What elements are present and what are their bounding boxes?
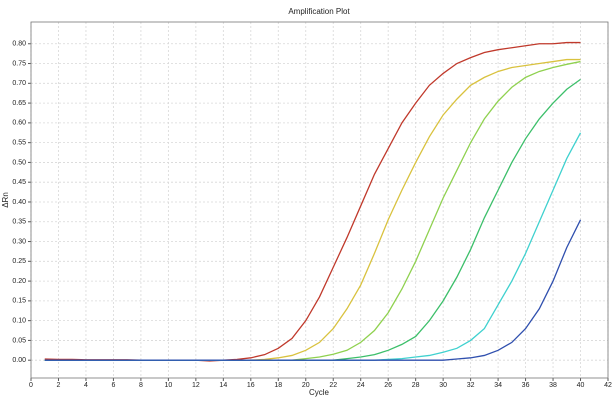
y-tick-label: 0.55 <box>12 139 26 146</box>
y-tick-label: 0.15 <box>12 298 26 305</box>
x-tick-label: 14 <box>219 382 227 389</box>
y-tick-label: 0.50 <box>12 159 26 166</box>
x-tick-label: 40 <box>577 382 585 389</box>
y-tick-label: 0.00 <box>12 357 26 364</box>
x-tick-label: 0 <box>29 382 33 389</box>
y-axis-label: ΔRn <box>1 192 10 208</box>
x-tick-label: 10 <box>164 382 172 389</box>
x-tick-label: 20 <box>302 382 310 389</box>
x-tick-label: 8 <box>139 382 143 389</box>
y-tick-label: 0.30 <box>12 238 26 245</box>
y-tick-label: 0.40 <box>12 199 26 206</box>
x-tick-label: 24 <box>357 382 365 389</box>
x-tick-label: 42 <box>604 382 612 389</box>
x-tick-label: 18 <box>274 382 282 389</box>
y-tick-label: 0.35 <box>12 219 26 226</box>
x-tick-label: 16 <box>247 382 255 389</box>
x-tick-label: 4 <box>84 382 88 389</box>
x-tick-label: 2 <box>57 382 61 389</box>
x-tick-label: 34 <box>494 382 502 389</box>
chart-title: Amplification Plot <box>288 7 350 16</box>
y-tick-label: 0.25 <box>12 258 26 265</box>
y-tick-label: 0.80 <box>12 41 26 48</box>
series-line <box>44 219 582 361</box>
x-tick-label: 32 <box>467 382 475 389</box>
x-tick-label: 6 <box>111 382 115 389</box>
y-tick-label: 0.65 <box>12 100 26 107</box>
x-tick-label: 30 <box>439 382 447 389</box>
y-tick-label: 0.45 <box>12 179 26 186</box>
x-axis-label: Cycle <box>309 388 330 397</box>
x-tick-label: 22 <box>329 382 337 389</box>
x-tick-label: 38 <box>549 382 557 389</box>
plot-frame <box>30 21 609 379</box>
y-tick-label: 0.75 <box>12 60 26 67</box>
y-tick-label: 0.20 <box>12 278 26 285</box>
y-tick-label: 0.60 <box>12 120 26 127</box>
x-tick-label: 36 <box>522 382 530 389</box>
y-tick-label: 0.05 <box>12 337 26 344</box>
y-tick-label: 0.10 <box>12 317 26 324</box>
y-tick-label: 0.70 <box>12 80 26 87</box>
x-tick-label: 26 <box>384 382 392 389</box>
x-tick-label: 12 <box>192 382 200 389</box>
x-tick-label: 28 <box>412 382 420 389</box>
